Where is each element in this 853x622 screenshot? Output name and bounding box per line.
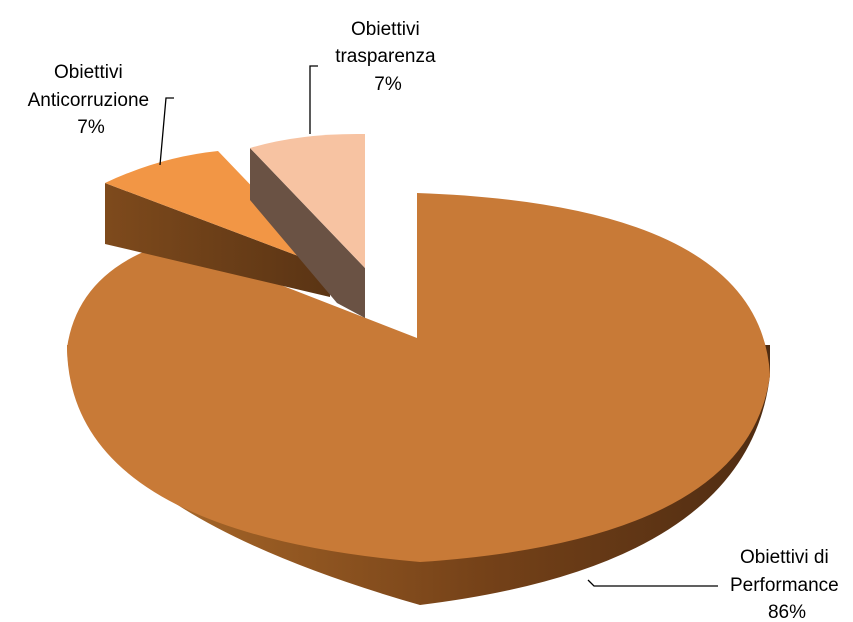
leader-line-performance [587, 579, 718, 587]
slice-trasparenza-side [250, 148, 365, 318]
slice-anticorruzione [105, 151, 330, 297]
slice-anticorruzione-side [105, 183, 330, 297]
label-trasparenza: Obiettivi trasparenza 7% [335, 19, 441, 95]
slice-trasparenza-top [250, 133, 365, 268]
slice-anticorruzione-top [105, 151, 330, 268]
slice-trasparenza [250, 133, 365, 318]
slice-performance-top [67, 193, 770, 562]
leader-line-trasparenza [309, 65, 318, 134]
label-performance: Obiettivi di Performance 86% [730, 547, 844, 622]
label-anticorruzione: Obiettivi Anticorruzione 7% [28, 62, 155, 138]
leader-line-anticorruzione [159, 97, 174, 166]
